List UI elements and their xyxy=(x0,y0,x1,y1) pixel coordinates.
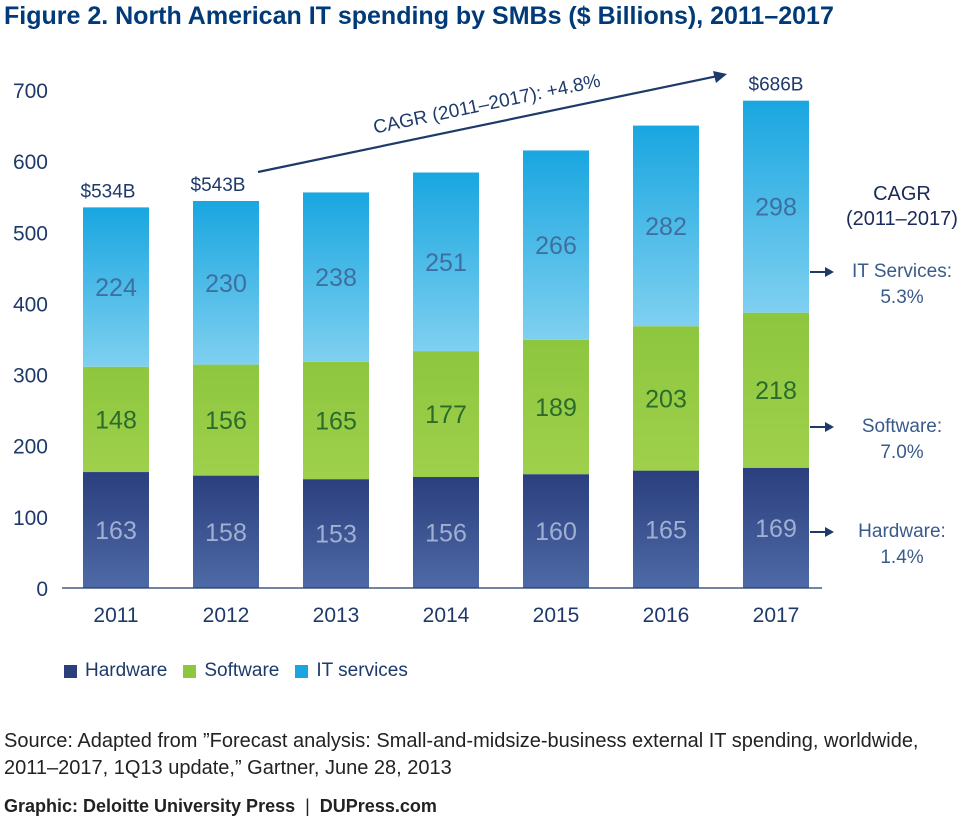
value-label-it-services-2014: 251 xyxy=(425,249,467,277)
legend-swatch-software xyxy=(183,664,197,678)
value-label-hardware-2017: 169 xyxy=(755,515,797,543)
legend-item-hardware: Hardware xyxy=(64,660,167,682)
value-label-software-2017: 218 xyxy=(755,377,797,405)
value-label-software-2014: 177 xyxy=(425,401,467,429)
credit-site: DUPress.com xyxy=(319,796,437,816)
y-tick-label-200: 200 xyxy=(13,436,48,459)
x-tick-label-2011: 2011 xyxy=(93,604,138,627)
cagr-value-hardware: 1.4% xyxy=(880,547,923,568)
legend-item-software: Software xyxy=(183,660,279,682)
bar-it-services-2016 xyxy=(633,125,699,327)
x-tick-label-2012: 2012 xyxy=(203,604,250,627)
stacked-bar-chart: 163 148 224 158 156 230 153 165 238 156 177 251 160 1… xyxy=(13,71,958,627)
cagr-panel-title: CAGR xyxy=(873,183,931,205)
cagr-label-it-services: IT Services: xyxy=(852,261,952,282)
cagr-value-software: 7.0% xyxy=(880,442,923,463)
y-tick-label-100: 100 xyxy=(13,507,48,530)
bar-it-services-2011 xyxy=(83,207,149,367)
cagr-label-hardware: Hardware: xyxy=(858,521,946,542)
x-tick-label-2014: 2014 xyxy=(423,604,470,627)
x-tick-label-2015: 2015 xyxy=(533,604,580,627)
cagr-value-it-services: 5.3% xyxy=(880,287,923,308)
value-label-hardware-2015: 160 xyxy=(535,518,577,546)
value-label-software-2016: 203 xyxy=(645,385,687,413)
y-tick-label-300: 300 xyxy=(13,365,48,388)
total-label-2017: $686B xyxy=(749,75,804,96)
legend-label-it-services: IT services xyxy=(316,660,408,681)
bar-it-services-2013 xyxy=(303,192,369,362)
cagr-side-panel: CAGR (2011–2017) IT Services: 5.3% Software:… xyxy=(810,183,958,568)
y-tick-label-600: 600 xyxy=(13,151,48,174)
bar-hardware-2015 xyxy=(523,474,589,588)
bar-software-2013 xyxy=(303,361,369,480)
cagr-arrowhead xyxy=(713,71,727,83)
total-label-2011: $534B xyxy=(81,181,136,202)
bar-software-2015 xyxy=(523,339,589,475)
cagr-pointer-head-it-services xyxy=(825,267,834,277)
x-tick-label-2016: 2016 xyxy=(643,604,690,627)
bar-value-labels: 163 148 224 158 156 230 153 165 238 156 177 251 160 1… xyxy=(95,194,797,549)
bar-hardware-2011 xyxy=(83,472,149,588)
value-label-software-2012: 156 xyxy=(205,407,247,435)
bar-software-2016 xyxy=(633,326,699,471)
cagr-annotation: CAGR (2011–2017): +4.8% xyxy=(371,71,602,139)
x-axis: 2011 2012 2013 2014 2015 2016 2017 xyxy=(93,604,799,627)
bar-software-2014 xyxy=(413,351,479,478)
cagr-label-software: Software: xyxy=(862,416,942,437)
value-label-it-services-2013: 238 xyxy=(315,264,357,292)
bar-hardware-2014 xyxy=(413,477,479,588)
y-axis: 0 100 200 300 400 500 600 700 xyxy=(13,80,822,601)
bar-it-services-2017 xyxy=(743,100,809,313)
cagr-trend-arrow xyxy=(257,74,722,174)
source-note: Source: Adapted from ”Forecast analysis:… xyxy=(4,730,919,779)
value-label-hardware-2012: 158 xyxy=(205,519,247,547)
value-label-software-2011: 148 xyxy=(95,406,137,434)
credit-line: Graphic: Deloitte University Press | DUPre… xyxy=(4,796,437,817)
value-label-it-services-2012: 230 xyxy=(205,270,247,298)
y-tick-label-700: 700 xyxy=(13,80,48,103)
bar-software-2017 xyxy=(743,312,809,468)
value-label-hardware-2016: 165 xyxy=(645,516,687,544)
bar-hardware-2013 xyxy=(303,479,369,588)
value-label-software-2015: 189 xyxy=(535,394,577,422)
cagr-pointer-head-software xyxy=(825,422,834,432)
bar-software-2011 xyxy=(83,366,149,473)
bar-it-services-2014 xyxy=(413,172,479,352)
legend-label-hardware: Hardware xyxy=(85,660,168,681)
x-tick-label-2017: 2017 xyxy=(753,604,800,627)
value-label-it-services-2017: 298 xyxy=(755,194,797,222)
bar-hardware-2016 xyxy=(633,470,699,588)
bar-group xyxy=(83,100,809,588)
y-tick-label-500: 500 xyxy=(13,222,48,245)
y-tick-label-400: 400 xyxy=(13,293,48,316)
value-label-it-services-2011: 224 xyxy=(95,274,137,302)
credit-divider: | xyxy=(305,796,310,816)
cagr-pointer-head-hardware xyxy=(825,527,834,537)
credit-graphic: Graphic: Deloitte University Press xyxy=(4,796,296,816)
legend-swatch-hardware xyxy=(64,664,77,678)
x-tick-label-2013: 2013 xyxy=(313,604,360,627)
chart-title: Figure 2. North American IT spending by … xyxy=(4,2,834,30)
bar-it-services-2015 xyxy=(523,150,589,340)
bar-hardware-2017 xyxy=(743,467,809,588)
value-label-it-services-2015: 266 xyxy=(535,232,577,260)
legend-swatch-it-services xyxy=(295,664,309,678)
value-label-software-2013: 165 xyxy=(315,407,357,435)
bar-hardware-2012 xyxy=(193,475,259,588)
legend-item-it-services: IT services xyxy=(295,660,408,682)
value-label-hardware-2013: 153 xyxy=(315,521,357,549)
legend-label-software: Software xyxy=(204,660,280,681)
cagr-panel-subtitle: (2011–2017) xyxy=(846,208,958,230)
bar-it-services-2012 xyxy=(193,200,259,365)
legend: Hardware Software IT services xyxy=(64,660,424,682)
total-label-2012: $543B xyxy=(191,175,246,196)
y-tick-label-0: 0 xyxy=(36,578,48,601)
value-label-it-services-2016: 282 xyxy=(645,213,687,241)
bar-software-2012 xyxy=(193,364,259,476)
value-label-hardware-2011: 163 xyxy=(95,517,137,545)
value-label-hardware-2014: 156 xyxy=(425,520,467,548)
